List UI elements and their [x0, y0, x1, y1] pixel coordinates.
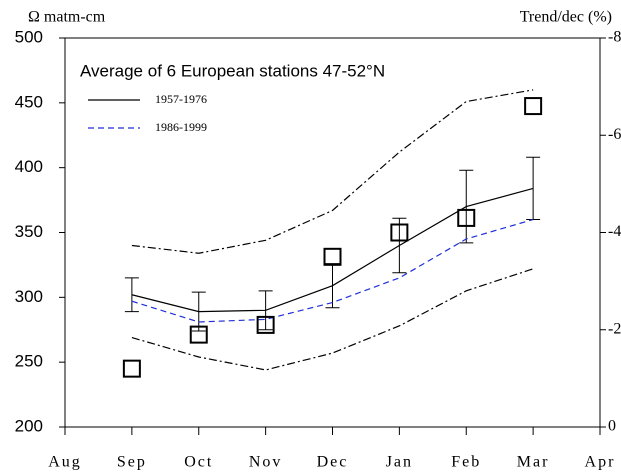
- series-line: [131, 89, 534, 254]
- trend-marker: [390, 223, 409, 242]
- x-tick-label: Feb: [451, 454, 481, 471]
- y-axis-label: Ω matm-cm: [28, 9, 106, 26]
- trend-marker: [323, 247, 342, 266]
- x-tick-label: Nov: [249, 454, 283, 471]
- y-tick-label: 350: [15, 222, 43, 241]
- y2-tick-label: -8: [608, 29, 621, 46]
- x-tick-label: Jan: [386, 454, 413, 471]
- y2-tick-label: -4: [608, 223, 621, 240]
- x-tick-label: Apr: [585, 454, 616, 471]
- x-tick-label: Oct: [184, 454, 213, 471]
- x-tick-label: Sep: [117, 454, 147, 471]
- trend-marker: [524, 97, 543, 116]
- error-bar: [191, 291, 206, 332]
- trend-marker: [457, 208, 476, 227]
- error-bar: [124, 277, 139, 313]
- x-tick-label: Mar: [517, 454, 550, 471]
- trend-marker: [122, 359, 141, 378]
- plot-frame: [64, 37, 601, 428]
- error-bar: [325, 263, 340, 309]
- y-tick-label: 200: [15, 416, 43, 435]
- legend-label: 1957-1976: [155, 92, 207, 106]
- y-tick-label: 400: [15, 157, 43, 176]
- trend-marker: [189, 325, 208, 344]
- x-tick-label: Dec: [317, 454, 349, 471]
- chart-title: Average of 6 European stations 47-52°N: [80, 61, 385, 80]
- y-tick-label: 300: [15, 287, 43, 306]
- y2-tick-label: -6: [608, 126, 621, 143]
- y-tick-label: 250: [15, 352, 43, 371]
- error-bar: [258, 290, 273, 331]
- y-tick-label: 500: [15, 27, 43, 46]
- error-bar: [392, 217, 407, 274]
- y2-tick-label: -2: [608, 320, 621, 337]
- error-bar: [526, 156, 541, 221]
- trend-marker: [256, 315, 275, 334]
- x-tick-label: Aug: [48, 454, 82, 471]
- series-line: [131, 268, 534, 371]
- legend-label: 1986-1999: [155, 120, 207, 134]
- y-tick-label: 450: [15, 92, 43, 111]
- error-bar: [459, 169, 474, 244]
- y2-axis-label: Trend/dec (%): [520, 9, 612, 26]
- series-line: [131, 218, 534, 323]
- y2-tick-label: 0: [608, 418, 616, 435]
